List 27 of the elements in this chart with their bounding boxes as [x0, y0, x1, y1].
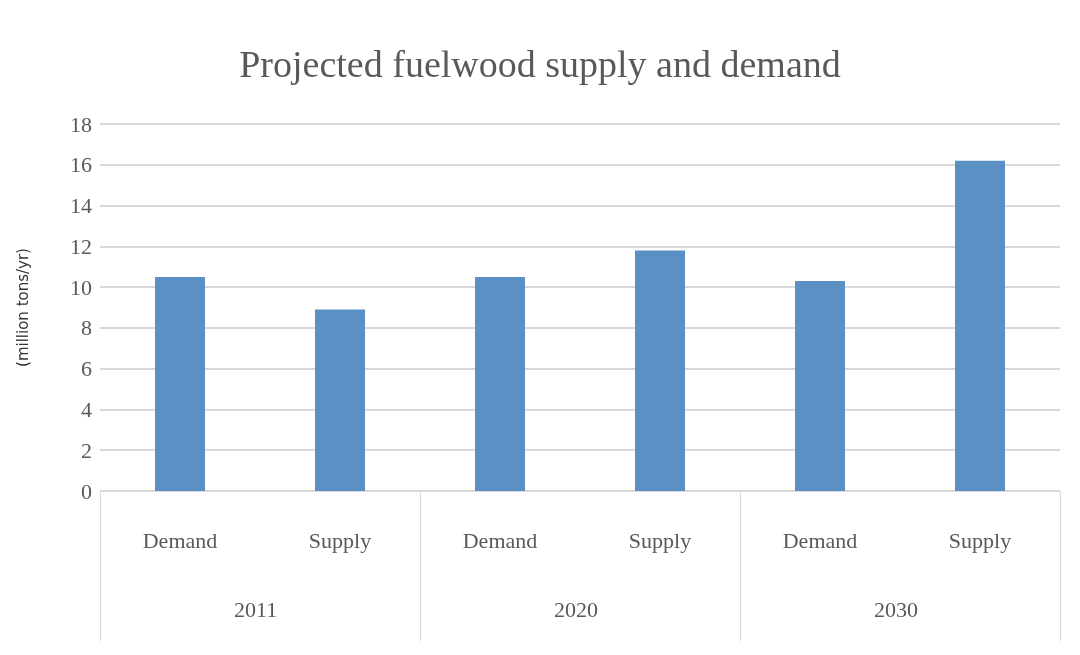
y-tick-label: 2 — [81, 437, 92, 463]
y-axis-title: (million tons/yr) — [13, 248, 32, 367]
bar — [475, 276, 525, 491]
text: 2011 — [234, 596, 278, 622]
y-tick-label: 4 — [81, 396, 92, 422]
y-tick-label: 18 — [70, 111, 92, 137]
y-tick-label: 0 — [81, 478, 92, 504]
y-tick-label: 14 — [70, 193, 92, 219]
chart-title: Projected fuelwood supply and demand — [239, 43, 841, 85]
bar — [955, 160, 1005, 491]
text: 2030 — [874, 596, 918, 622]
bar — [155, 276, 205, 491]
bar — [315, 309, 365, 491]
x-tick-label: Supply — [948, 527, 1012, 553]
text: 2020 — [554, 596, 598, 622]
y-tick-label: 8 — [81, 315, 92, 341]
y-tick-label: 12 — [70, 233, 92, 259]
bar — [795, 280, 845, 491]
y-tick-label: 6 — [81, 356, 92, 382]
x-tick-label: Demand — [142, 527, 218, 553]
x-tick-label: Demand — [462, 527, 538, 553]
y-tick-label: 16 — [70, 152, 92, 178]
x-tick-label: Supply — [308, 527, 372, 553]
bar — [635, 250, 685, 491]
x-tick-label: Demand — [782, 527, 858, 553]
x-tick-label: Supply — [628, 527, 692, 553]
y-tick-label: 10 — [70, 274, 92, 300]
